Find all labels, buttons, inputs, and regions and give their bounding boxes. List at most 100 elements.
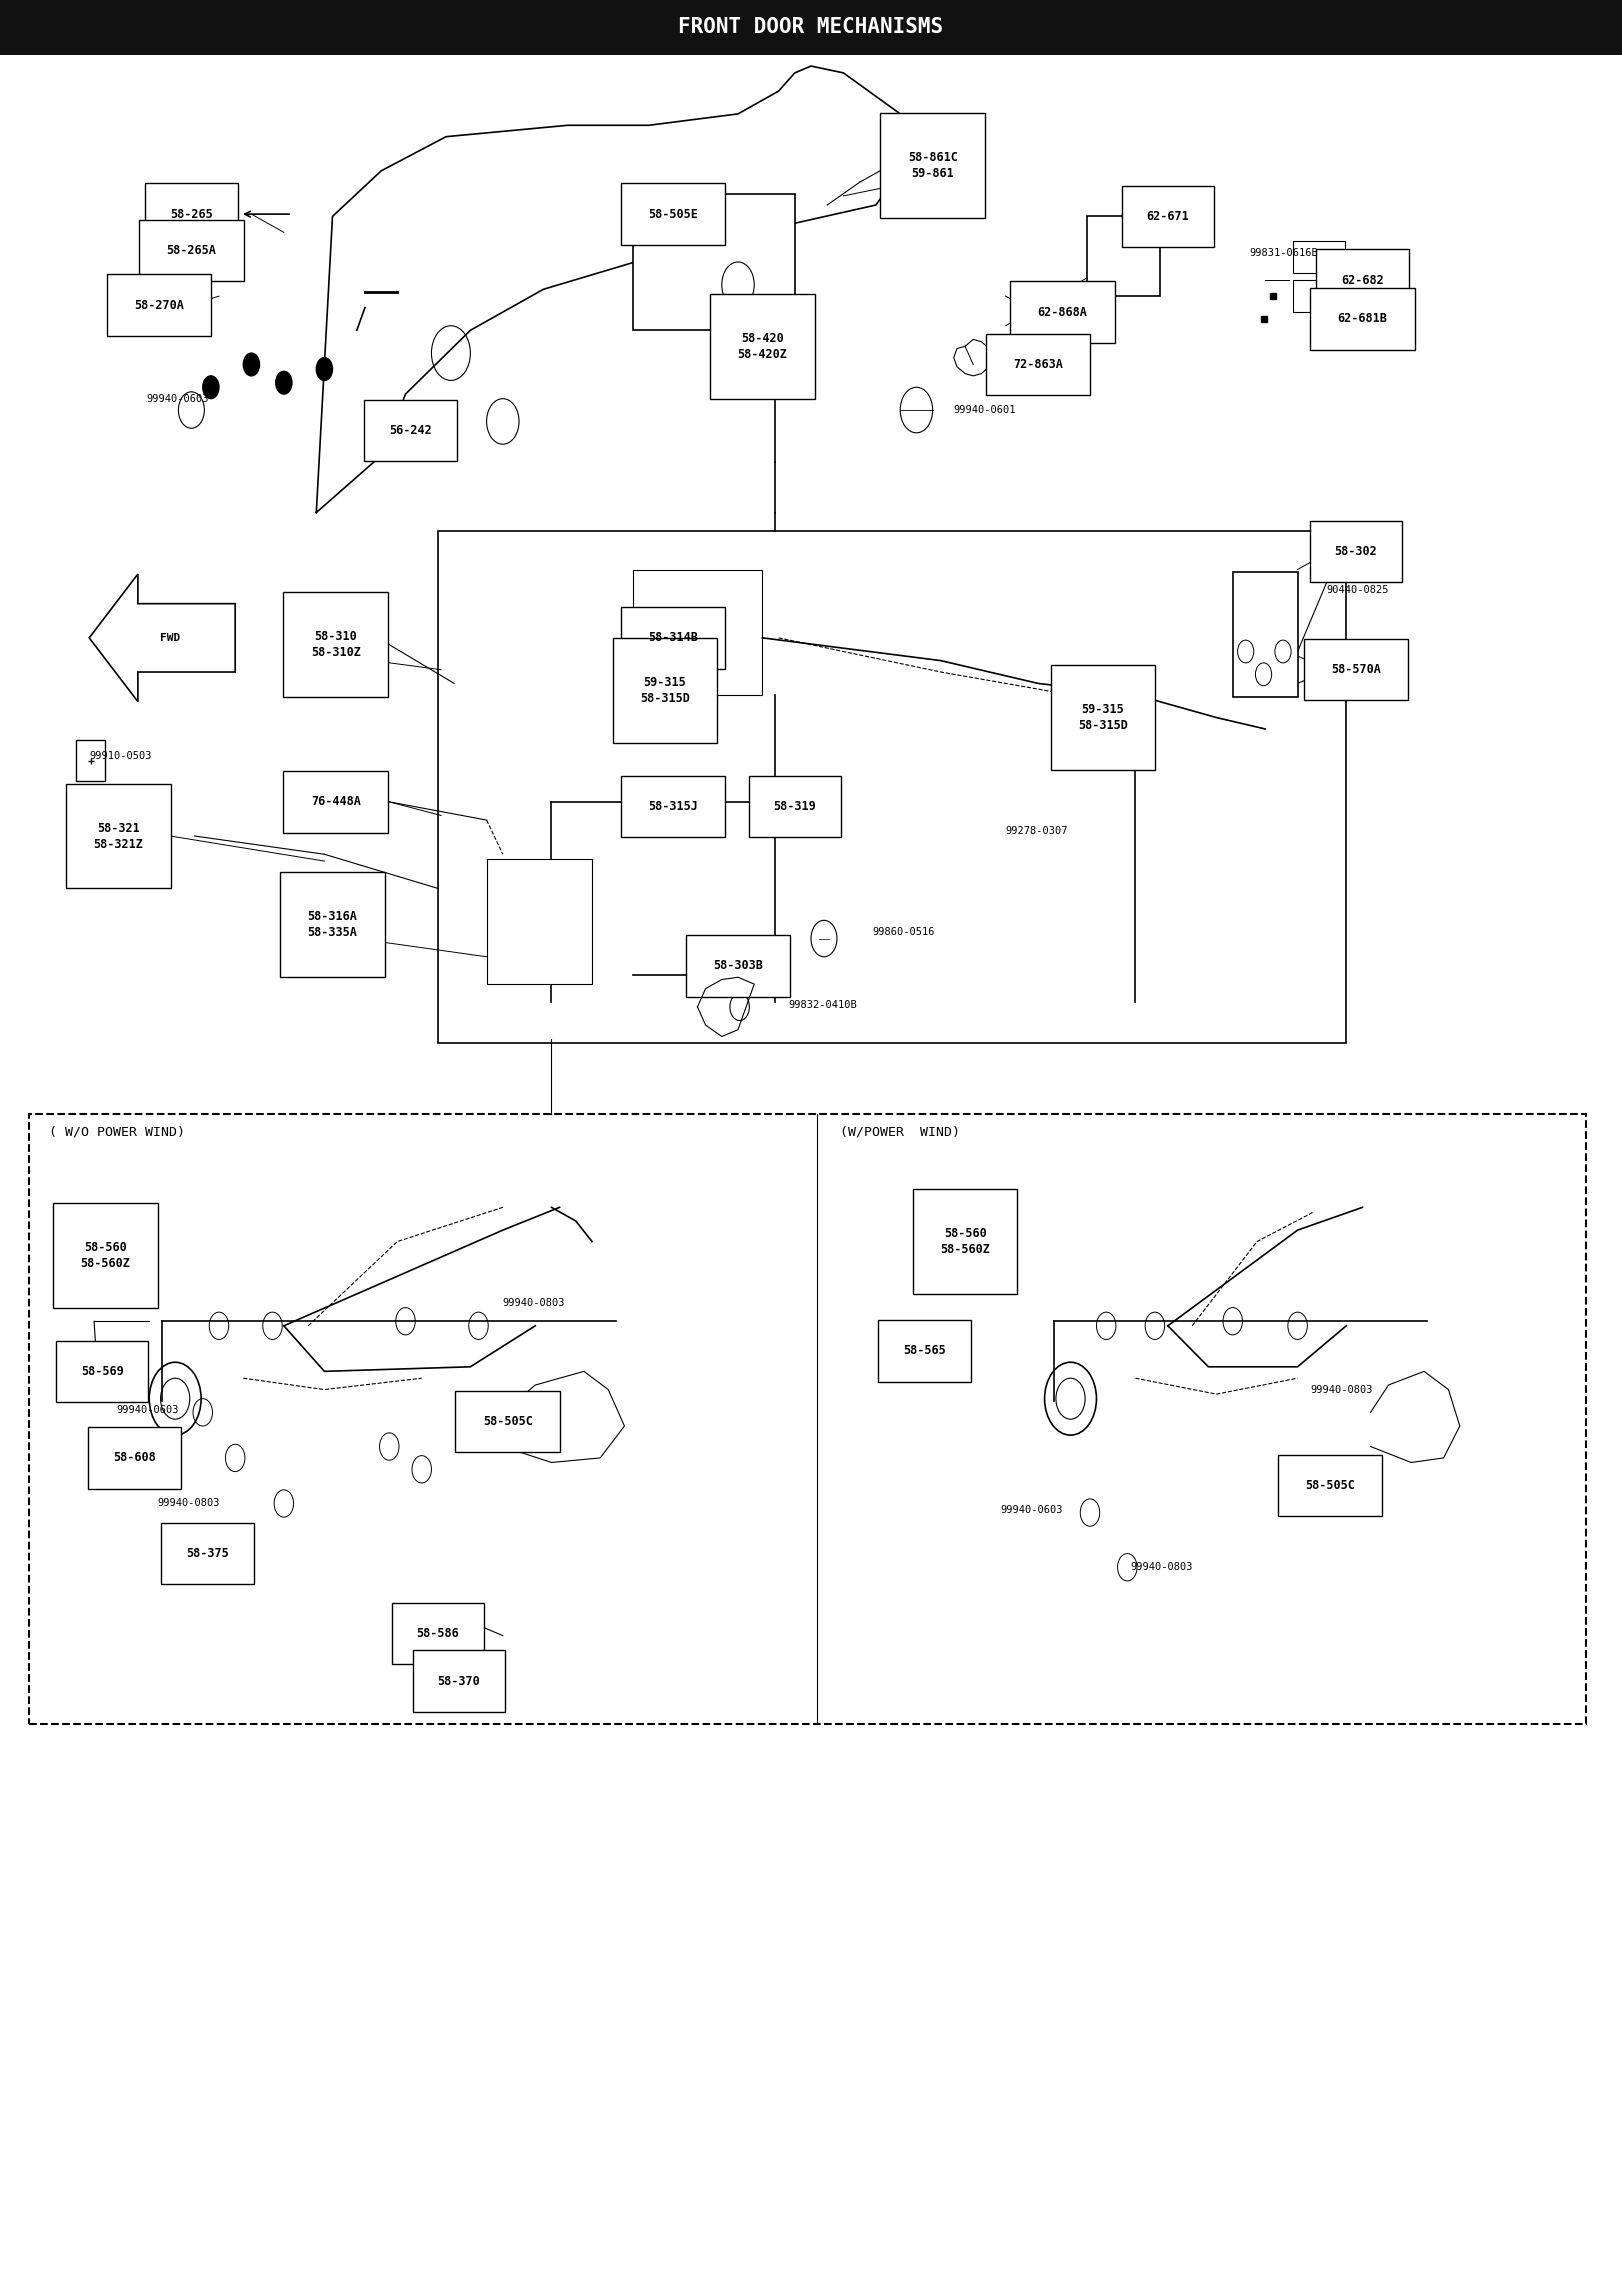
- Text: 58-316A
58-335A: 58-316A 58-335A: [308, 911, 357, 939]
- Text: 58-505C: 58-505C: [483, 1415, 532, 1428]
- Bar: [1051, 665, 1155, 770]
- Bar: [686, 934, 790, 998]
- Text: 58-314B: 58-314B: [649, 631, 697, 645]
- Bar: [710, 294, 814, 399]
- Bar: [613, 638, 717, 743]
- Bar: [412, 1649, 504, 1713]
- Text: 99831-0616B: 99831-0616B: [1249, 248, 1317, 257]
- Bar: [913, 1189, 1017, 1294]
- Text: 90440-0825: 90440-0825: [1327, 585, 1390, 595]
- Text: 59-315
58-315D: 59-315 58-315D: [1079, 704, 1127, 731]
- Bar: [621, 775, 725, 836]
- Text: 58-505E: 58-505E: [649, 207, 697, 221]
- Bar: [1011, 280, 1114, 342]
- Text: 58-420
58-420Z: 58-420 58-420Z: [738, 333, 787, 360]
- Text: 62-682: 62-682: [1341, 273, 1384, 287]
- Bar: [393, 1604, 483, 1663]
- Text: 58-375: 58-375: [187, 1547, 229, 1560]
- Text: 62-671: 62-671: [1147, 210, 1189, 223]
- Text: 58-861C
59-861: 58-861C 59-861: [908, 150, 957, 180]
- Text: FWD: FWD: [161, 633, 180, 642]
- Bar: [1311, 519, 1403, 581]
- Text: 58-570A: 58-570A: [1332, 663, 1380, 677]
- Bar: [284, 592, 388, 697]
- Text: 99940-0803: 99940-0803: [157, 1499, 221, 1508]
- Bar: [986, 333, 1090, 396]
- Text: 62-681B: 62-681B: [1338, 312, 1387, 326]
- Bar: [621, 182, 725, 244]
- Polygon shape: [89, 574, 235, 702]
- Text: 58-321
58-321Z: 58-321 58-321Z: [94, 822, 143, 850]
- Circle shape: [243, 353, 260, 376]
- Text: 99940-0603: 99940-0603: [146, 394, 209, 403]
- Bar: [456, 1390, 560, 1453]
- Text: 58-265A: 58-265A: [167, 244, 216, 257]
- Text: 99940-0803: 99940-0803: [503, 1298, 566, 1308]
- Polygon shape: [697, 977, 754, 1036]
- Text: 58-505C: 58-505C: [1306, 1478, 1354, 1492]
- Bar: [879, 1321, 970, 1380]
- Text: 58-560
58-560Z: 58-560 58-560Z: [941, 1228, 989, 1255]
- Text: FRONT DOOR MECHANISMS: FRONT DOOR MECHANISMS: [678, 18, 944, 36]
- Polygon shape: [316, 66, 908, 513]
- Bar: [1122, 185, 1213, 246]
- Bar: [107, 273, 211, 335]
- Bar: [1233, 572, 1298, 697]
- Text: 99860-0516: 99860-0516: [873, 927, 936, 936]
- Text: 62-868A: 62-868A: [1038, 305, 1087, 319]
- Bar: [76, 740, 105, 781]
- Text: 58-586: 58-586: [417, 1626, 459, 1640]
- Bar: [284, 770, 388, 831]
- Bar: [1304, 638, 1408, 702]
- Text: 99910-0503: 99910-0503: [89, 752, 152, 761]
- Bar: [146, 182, 237, 244]
- Circle shape: [203, 376, 219, 399]
- Text: 56-242: 56-242: [389, 424, 431, 437]
- Text: 58-565: 58-565: [903, 1344, 946, 1358]
- Bar: [1087, 216, 1160, 296]
- Text: 58-270A: 58-270A: [135, 298, 183, 312]
- Text: 99832-0410B: 99832-0410B: [788, 1000, 856, 1009]
- Text: 58-265: 58-265: [170, 207, 212, 221]
- Bar: [487, 859, 592, 984]
- Bar: [139, 219, 243, 280]
- Bar: [55, 1339, 149, 1401]
- Text: ( W/O POWER WIND): ( W/O POWER WIND): [49, 1125, 185, 1139]
- Text: 58-319: 58-319: [774, 800, 816, 813]
- Bar: [1317, 248, 1408, 310]
- Bar: [29, 1114, 1586, 1724]
- Text: 76-448A: 76-448A: [311, 795, 360, 809]
- Bar: [438, 531, 1346, 1043]
- Text: 58-302: 58-302: [1335, 544, 1377, 558]
- Bar: [1311, 287, 1414, 349]
- Text: 58-310
58-310Z: 58-310 58-310Z: [311, 631, 360, 658]
- Bar: [89, 1426, 182, 1490]
- Text: 59-315
58-315D: 59-315 58-315D: [641, 677, 689, 704]
- Bar: [1278, 1456, 1382, 1517]
- Bar: [881, 112, 985, 219]
- Bar: [633, 194, 795, 330]
- Bar: [0, 0, 1622, 55]
- Text: 58-608: 58-608: [114, 1451, 156, 1465]
- Circle shape: [316, 358, 333, 380]
- Bar: [67, 784, 170, 888]
- Text: 58-315J: 58-315J: [649, 800, 697, 813]
- Bar: [633, 570, 762, 695]
- Text: 58-303B: 58-303B: [714, 959, 762, 973]
- Bar: [54, 1203, 157, 1308]
- Text: (W/POWER  WIND): (W/POWER WIND): [840, 1125, 960, 1139]
- Text: 99940-0603: 99940-0603: [117, 1406, 180, 1415]
- Bar: [621, 606, 725, 670]
- Bar: [749, 775, 840, 836]
- Text: 99940-0603: 99940-0603: [1001, 1506, 1064, 1515]
- Text: 58-560
58-560Z: 58-560 58-560Z: [81, 1242, 130, 1269]
- Text: 99278-0307: 99278-0307: [1006, 827, 1069, 836]
- Circle shape: [276, 371, 292, 394]
- Text: 58-370: 58-370: [438, 1674, 480, 1688]
- Text: 99940-0803: 99940-0803: [1311, 1385, 1374, 1394]
- Bar: [1293, 241, 1345, 273]
- Text: 58-569: 58-569: [81, 1365, 123, 1378]
- Bar: [281, 872, 384, 977]
- Text: 99940-0601: 99940-0601: [954, 405, 1017, 415]
- Text: 99940-0803: 99940-0803: [1131, 1563, 1194, 1572]
